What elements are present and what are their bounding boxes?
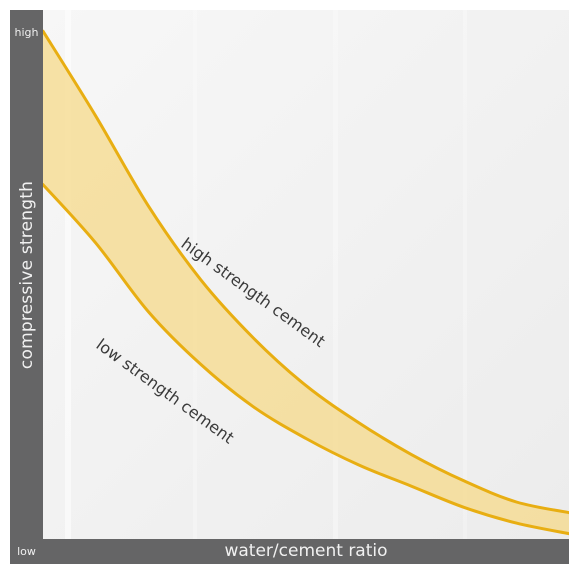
series-line-low-strength-cement [43,183,569,536]
series-line-high-strength-cement [43,29,569,515]
y-axis-label: compressive strength [16,180,37,369]
x-axis-label: water/cement ratio [224,541,388,561]
texture-streak [463,10,467,539]
y-tick-high: high [14,26,39,39]
y-axis-bar [10,10,43,564]
strength-band-area [43,31,569,534]
x-axis-bar [10,539,569,564]
plot-area: high strength cement low strength cement [43,10,569,539]
texture-streak [333,10,338,539]
y-tick-low: low [17,545,36,558]
chart-svg: high strength cement low strength cement [43,10,569,539]
y-axis-label-container: compressive strength [10,10,43,539]
texture-streak [65,10,71,539]
